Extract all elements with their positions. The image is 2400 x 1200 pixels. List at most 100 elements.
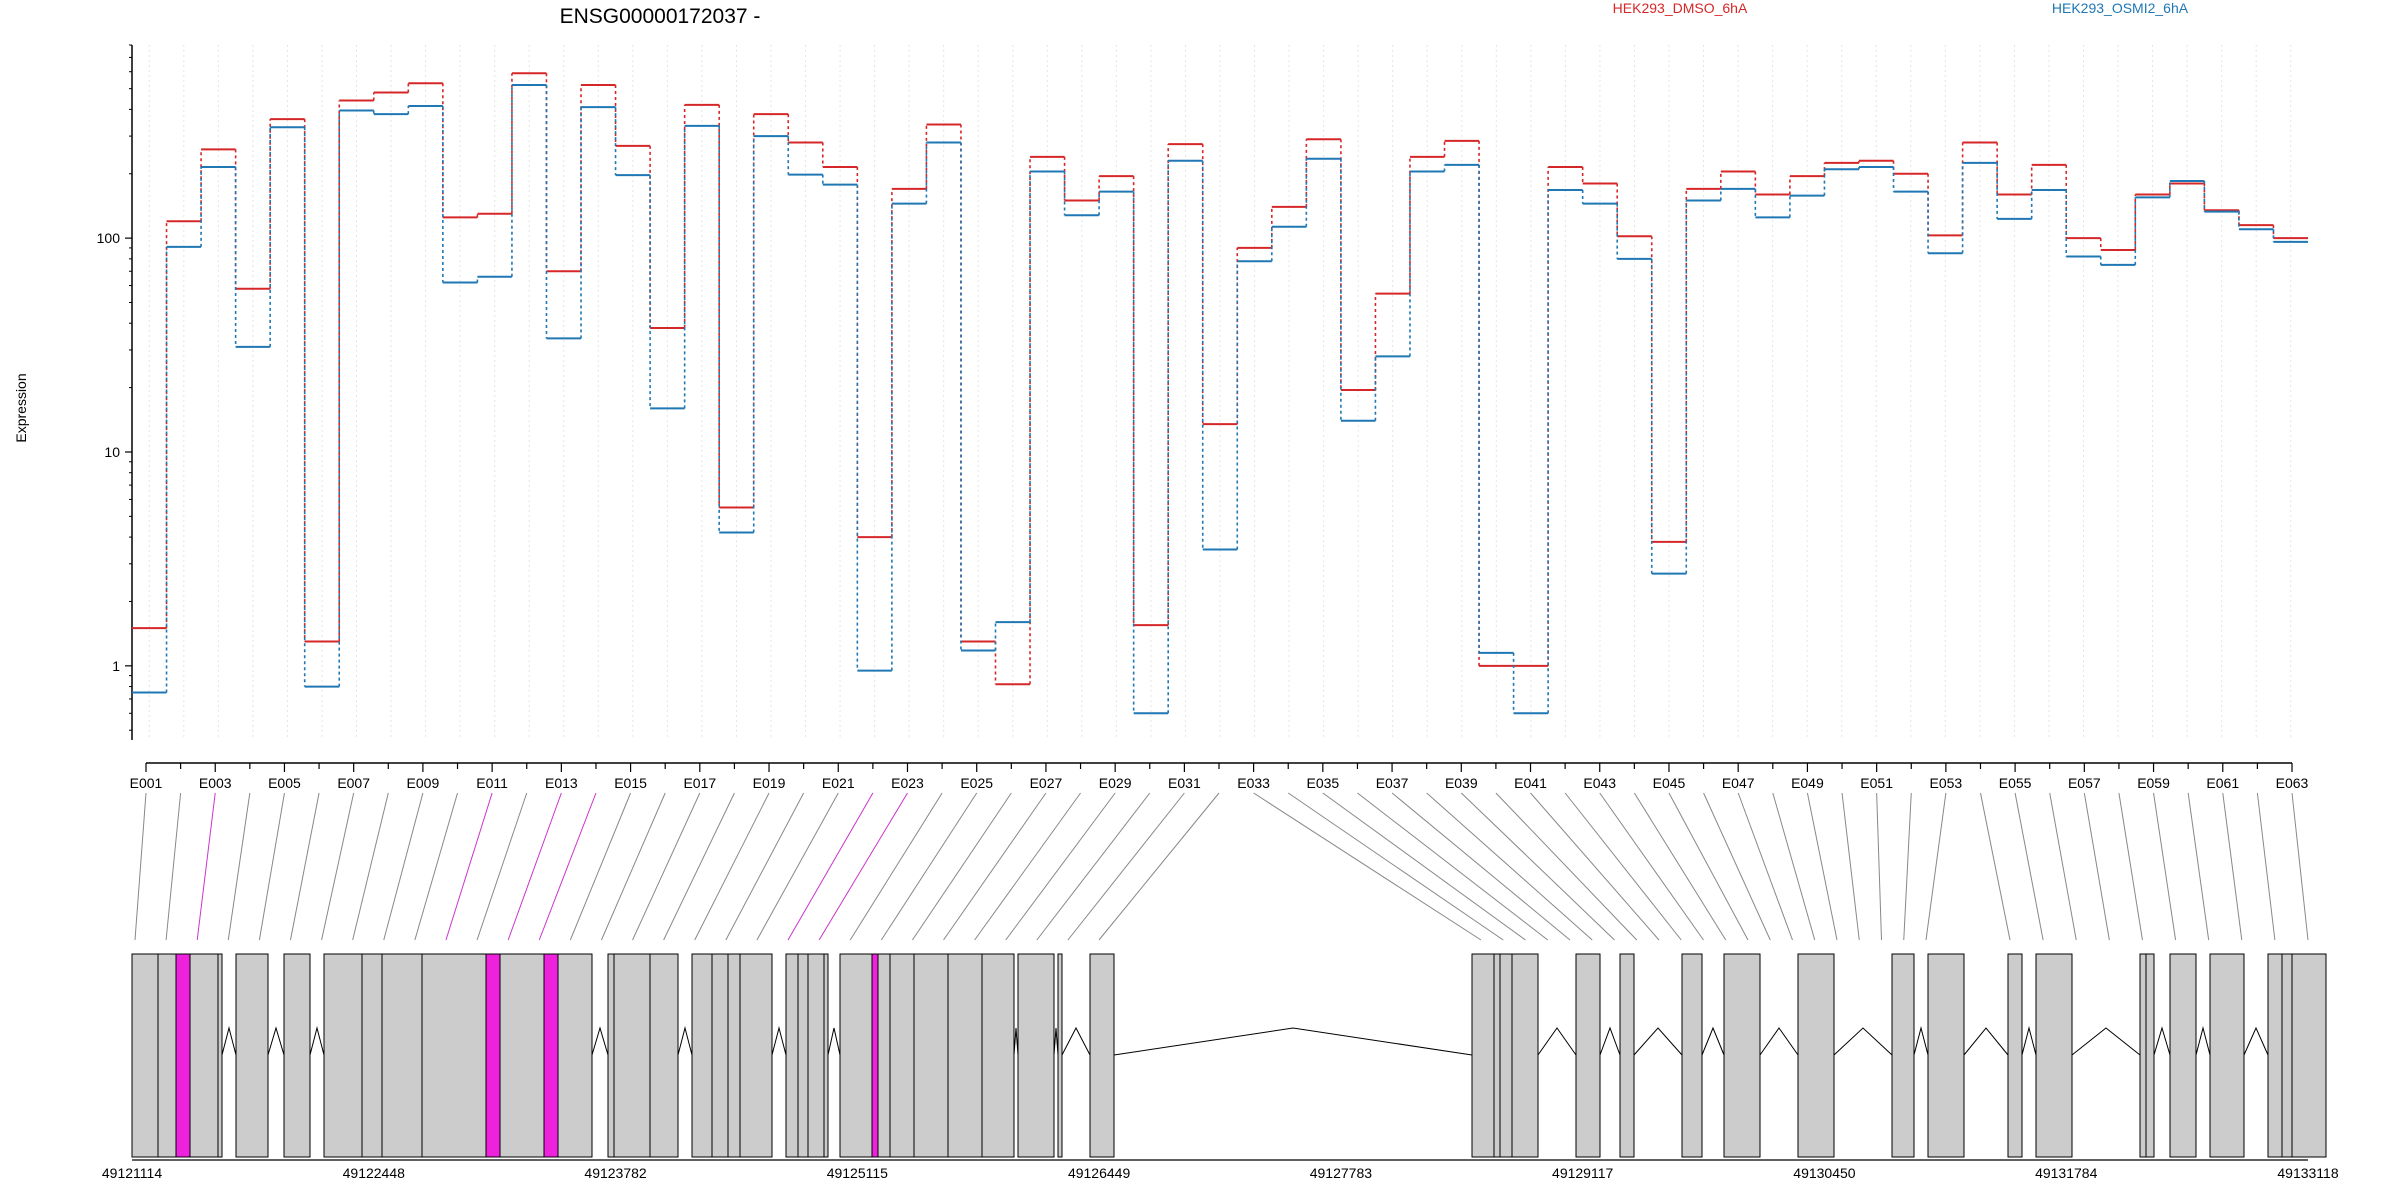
connector-line [694, 792, 770, 941]
connector-line [2291, 792, 2309, 941]
exon-box [1891, 953, 1915, 1158]
connector-line [1036, 792, 1151, 941]
exon-axis: E001 E003 E005 E007 E009 E011 E013 E015 E017 E019… [130, 762, 2309, 791]
exon-box [1927, 953, 1965, 1158]
exon-tick-label: E059 [2137, 775, 2170, 791]
exon-tick-label: E033 [1237, 775, 1270, 791]
connector-line [1322, 792, 1526, 941]
legend-entry-osmi2: HEK293_OSMI2_6hA [2052, 0, 2189, 16]
intron-line [1599, 1026, 1621, 1056]
exon-tick-label: E039 [1445, 775, 1478, 791]
connector-line [1530, 792, 1660, 941]
intron-line [1013, 1027, 1019, 1056]
exon-tick-label: E015 [614, 775, 647, 791]
exon-box [157, 953, 177, 1158]
exon-box-highlight [871, 953, 879, 1158]
exon-box [981, 953, 1015, 1158]
connector-line [1903, 792, 1912, 941]
exon-box [711, 953, 729, 1158]
connector-line [383, 792, 424, 941]
exon-box [381, 953, 423, 1158]
coord-label: 49130450 [1793, 1165, 1856, 1181]
intron-line [2071, 1027, 2141, 1056]
exon-box [807, 953, 825, 1158]
exon-tick-label: E037 [1376, 775, 1409, 791]
connector-line [943, 792, 1047, 941]
exon-box [649, 953, 679, 1158]
exon-box [1681, 953, 1703, 1158]
connector-line [2153, 792, 2177, 941]
connector-line-highlight [538, 792, 597, 941]
connector-line [2118, 792, 2143, 941]
connector-line [2049, 792, 2077, 941]
intron-line [1759, 1027, 1799, 1056]
exon-box [2281, 953, 2293, 1158]
exon-box [1471, 953, 1495, 1158]
y-axis: 1 10 100 [97, 44, 133, 740]
exon-box [2145, 953, 2155, 1158]
connector-line [1806, 792, 1838, 941]
exon-tick-label: E051 [1860, 775, 1893, 791]
intron-line [2243, 1026, 2269, 1056]
connector-line [1495, 792, 1638, 941]
exon-tick-label: E003 [199, 775, 232, 791]
connector-line [1703, 792, 1771, 941]
exon-tick-label: E049 [1791, 775, 1824, 791]
exon-box [235, 953, 269, 1158]
connector-line [974, 792, 1081, 941]
connector-line [2187, 792, 2210, 941]
exon-box [361, 953, 383, 1158]
connector-line [1005, 792, 1116, 941]
y-tick-label: 100 [97, 230, 121, 246]
exon-connectors [134, 792, 2309, 941]
exon-box [323, 953, 363, 1158]
connector-line-highlight [787, 792, 874, 941]
exon-box [797, 953, 809, 1158]
connector-line [352, 792, 389, 941]
connector-line [289, 792, 320, 941]
exon-tick-label: E029 [1099, 775, 1132, 791]
intron-line [1963, 1027, 2009, 1056]
exon-box [613, 953, 651, 1158]
genomic-coordinate-axis: 49121114 49122448 49123782 49125115 49126449… [102, 1159, 2339, 1181]
exon-tick-label: E027 [1030, 775, 1063, 791]
intron-line [1833, 1027, 1893, 1056]
exon-tick-label: E009 [407, 775, 440, 791]
coord-label: 49131784 [2035, 1165, 2098, 1181]
connector-line [1876, 792, 1882, 941]
exon-box [1017, 953, 1055, 1158]
connector-line [1098, 792, 1220, 941]
exon-tick-label: E001 [130, 775, 163, 791]
exon-box [557, 953, 593, 1158]
connector-line [414, 792, 458, 941]
gene-model [131, 953, 2327, 1158]
exon-box-highlight [175, 953, 191, 1158]
exon-tick-label: E011 [476, 775, 508, 791]
series-dmso [132, 72, 2308, 686]
connector-line [663, 792, 735, 941]
exon-box [877, 953, 891, 1158]
intron-line [1061, 1026, 1091, 1056]
exon-box [189, 953, 219, 1158]
exon-tick-label: E041 [1514, 775, 1547, 791]
exon-tick-label: E019 [753, 775, 786, 791]
exon-tick-label: E055 [1999, 775, 2032, 791]
exon-box [1057, 953, 1063, 1158]
series-lines [132, 72, 2308, 715]
exon-tick-label: E021 [822, 775, 855, 791]
connector-line [1253, 792, 1482, 941]
y-axis-label: Expression [13, 373, 29, 442]
exon-box [691, 953, 713, 1158]
exon-box [2169, 953, 2197, 1158]
exon-box [727, 953, 741, 1158]
exon-box [607, 953, 615, 1158]
exon-box [2267, 953, 2283, 1158]
exon-tick-label: E045 [1653, 775, 1686, 791]
connector-line [849, 792, 943, 941]
intron-line [1053, 1027, 1059, 1056]
exon-tick-label: E053 [1930, 775, 1963, 791]
exon-tick-label: E007 [337, 775, 370, 791]
exon-box [1619, 953, 1635, 1158]
connector-line [258, 792, 285, 941]
connector-line [632, 792, 701, 941]
